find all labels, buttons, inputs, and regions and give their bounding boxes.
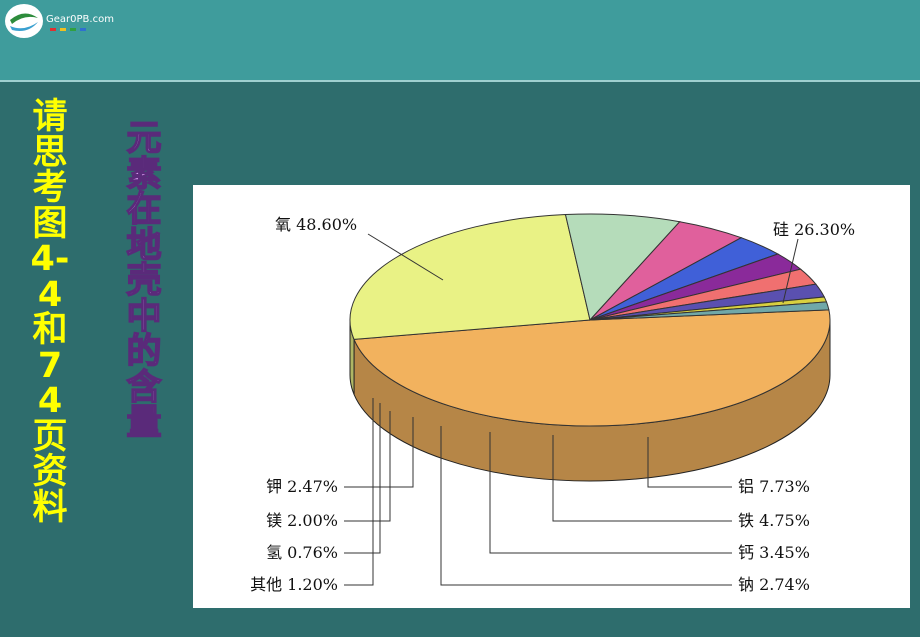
leader-line-10 bbox=[344, 398, 374, 586]
leader-line-2 bbox=[782, 238, 799, 304]
header-divider bbox=[0, 80, 920, 82]
chart-heading: 元素在地壳中的含量 bbox=[126, 119, 163, 443]
slice-label-10: 其他 1.20% bbox=[250, 575, 338, 594]
pie-slice-10 bbox=[589, 301, 830, 321]
leader-line-7 bbox=[344, 417, 414, 488]
leader-line-1 bbox=[367, 233, 444, 281]
leader-line-4 bbox=[552, 435, 732, 522]
leader-line-8 bbox=[344, 411, 391, 522]
leader-line-5 bbox=[489, 432, 732, 554]
pie-slice-1 bbox=[353, 309, 831, 427]
slice-label-3: 铝 7.73% bbox=[738, 477, 810, 496]
slice-label-9: 氢 0.76% bbox=[266, 543, 338, 562]
pie-chart-panel: 氧 48.60% 硅 26.30% 铝 7.73% 铁 4.75% 钙 3.45% 钠 2… bbox=[193, 185, 910, 608]
logo-text: Gear0PB.com bbox=[46, 14, 114, 25]
header-bar: Gear0PB.com bbox=[0, 0, 920, 80]
pie-top bbox=[349, 213, 831, 427]
pie-chart: 氧 48.60% 硅 26.30% 铝 7.73% 铁 4.75% 钙 3.45% 钠 2… bbox=[250, 213, 855, 594]
slice-label-7: 钾 2.47% bbox=[266, 477, 338, 496]
slice-label-6: 钠 2.74% bbox=[738, 575, 810, 594]
side-prompt: 请思考图4-4和74页资料 bbox=[30, 97, 70, 528]
slice-label-8: 镁 2.00% bbox=[266, 511, 338, 530]
slice-label-5: 钙 3.45% bbox=[738, 543, 810, 562]
leader-line-6 bbox=[440, 426, 732, 586]
slice-label-4: 铁 4.75% bbox=[738, 511, 810, 530]
leader-line-9 bbox=[344, 403, 381, 554]
leader-line-3 bbox=[647, 437, 732, 488]
slice-label-1: 氧 48.60% bbox=[275, 215, 357, 234]
pie-slice-3 bbox=[564, 213, 681, 322]
pie-labels: 氧 48.60% 硅 26.30% 铝 7.73% 铁 4.75% 钙 3.45% 钠 2… bbox=[250, 215, 855, 594]
slice-label-2: 硅 26.30% bbox=[773, 220, 855, 239]
site-logo: Gear0PB.com bbox=[5, 4, 114, 38]
pie-slice-2 bbox=[349, 214, 591, 340]
